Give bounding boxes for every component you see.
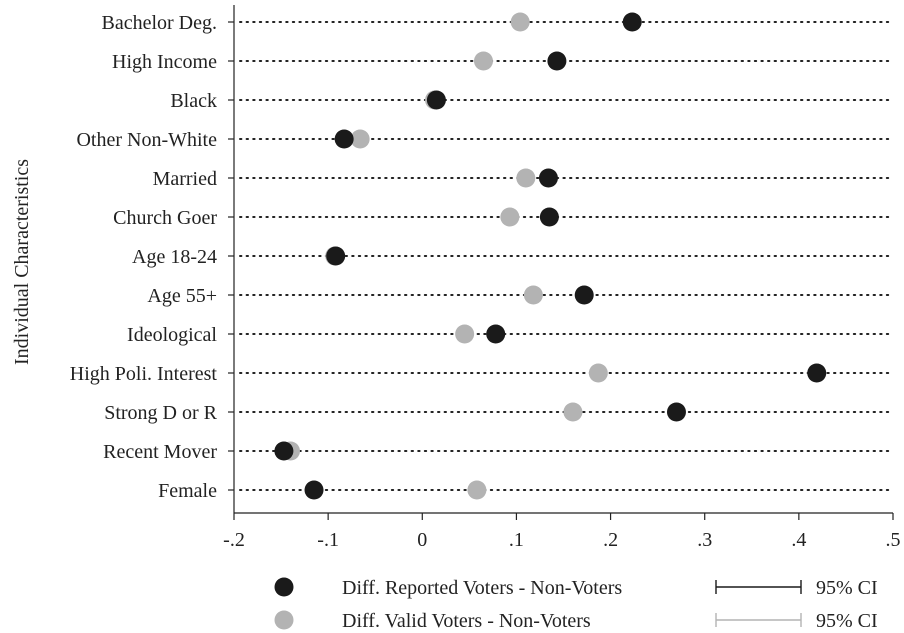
row-strong-d-or-r: Strong D or R: [104, 402, 890, 424]
y-tick-label: Ideological: [127, 324, 217, 346]
legend-ci-marker: [715, 613, 802, 627]
y-tick-label: Married: [153, 168, 217, 190]
row-church-goer: Church Goer: [113, 207, 890, 229]
y-tick-label: Church Goer: [113, 207, 217, 229]
x-axis-ticks: -.2 -.1 0 .1 .2 .3 .4 .5: [223, 513, 901, 551]
point-female: [467, 480, 487, 500]
legend-item-diff-valid-voters-non-voters: Diff. Valid Voters - Non-Voters 95% CI: [274, 610, 878, 632]
row-high-income: High Income: [112, 51, 890, 73]
y-tick-label: Recent Mover: [103, 441, 217, 463]
plot-rows: Bachelor Deg. High Income Black Other Non-W…: [70, 12, 890, 502]
row-ideological: Ideological: [127, 324, 890, 346]
x-tick-label: -.2: [223, 529, 245, 551]
y-tick-label: Age 55+: [147, 285, 217, 307]
x-tick-label: .2: [603, 529, 618, 551]
x-tick-label: .1: [509, 529, 524, 551]
row-age-55: Age 55+: [147, 285, 890, 307]
row-high-poli-interest: High Poli. Interest: [70, 363, 890, 385]
row-married: Married: [153, 168, 890, 190]
point-female: [304, 480, 324, 500]
point-married: [516, 168, 536, 188]
point-strong-d-or-r: [666, 402, 686, 422]
point-ideological: [455, 324, 475, 344]
point-black: [426, 90, 446, 110]
y-tick-label: Other Non-White: [76, 129, 217, 151]
y-tick-label: High Poli. Interest: [70, 363, 218, 385]
point-age-55: [523, 285, 543, 305]
point-bachelor-deg: [510, 12, 530, 32]
legend-label: Diff. Valid Voters - Non-Voters: [342, 610, 591, 632]
legend-item-diff-reported-voters-non-voters: Diff. Reported Voters - Non-Voters 95% CI: [274, 577, 878, 599]
point-ideological: [486, 324, 506, 344]
y-tick-label: Bachelor Deg.: [101, 12, 217, 34]
point-church-goer: [539, 207, 559, 227]
point-married: [538, 168, 558, 188]
row-age-18-24: Age 18-24: [132, 246, 890, 268]
legend-label: Diff. Reported Voters - Non-Voters: [342, 577, 622, 599]
y-axis-title: Individual Characteristics: [11, 159, 33, 365]
row-other-non-white: Other Non-White: [76, 129, 890, 151]
y-tick-label: High Income: [112, 51, 217, 73]
legend: Diff. Reported Voters - Non-Voters 95% CI…: [274, 577, 878, 632]
point-high-poli-interest: [588, 363, 608, 383]
point-recent-mover: [274, 441, 294, 461]
point-bachelor-deg: [622, 12, 642, 32]
point-other-non-white: [334, 129, 354, 149]
x-tick-label: .3: [697, 529, 712, 551]
point-strong-d-or-r: [563, 402, 583, 422]
x-tick-label: -.1: [317, 529, 339, 551]
y-tick-label: Strong D or R: [104, 402, 217, 424]
y-tick-label: Age 18-24: [132, 246, 217, 268]
y-tick-label: Black: [170, 90, 217, 112]
x-tick-label: .5: [886, 529, 901, 551]
legend-marker: [274, 577, 294, 597]
point-church-goer: [500, 207, 520, 227]
legend-ci-marker: [715, 580, 802, 594]
row-bachelor-deg: Bachelor Deg.: [101, 12, 890, 34]
point-age-18-24: [326, 246, 346, 266]
legend-marker: [274, 610, 294, 630]
row-female: Female: [158, 480, 890, 502]
y-tick-label: Female: [158, 480, 217, 502]
x-tick-label: .4: [791, 529, 806, 551]
legend-ci-label: 95% CI: [816, 610, 878, 632]
legend-ci-label: 95% CI: [816, 577, 878, 599]
row-black: Black: [170, 90, 890, 112]
x-tick-label: 0: [417, 529, 427, 551]
point-high-income: [547, 51, 567, 71]
point-other-non-white: [350, 129, 370, 149]
point-high-poli-interest: [807, 363, 827, 383]
row-recent-mover: Recent Mover: [103, 441, 890, 463]
point-age-55: [574, 285, 594, 305]
point-high-income: [473, 51, 493, 71]
series-diff-reported-voters-non-voters: [274, 12, 827, 500]
